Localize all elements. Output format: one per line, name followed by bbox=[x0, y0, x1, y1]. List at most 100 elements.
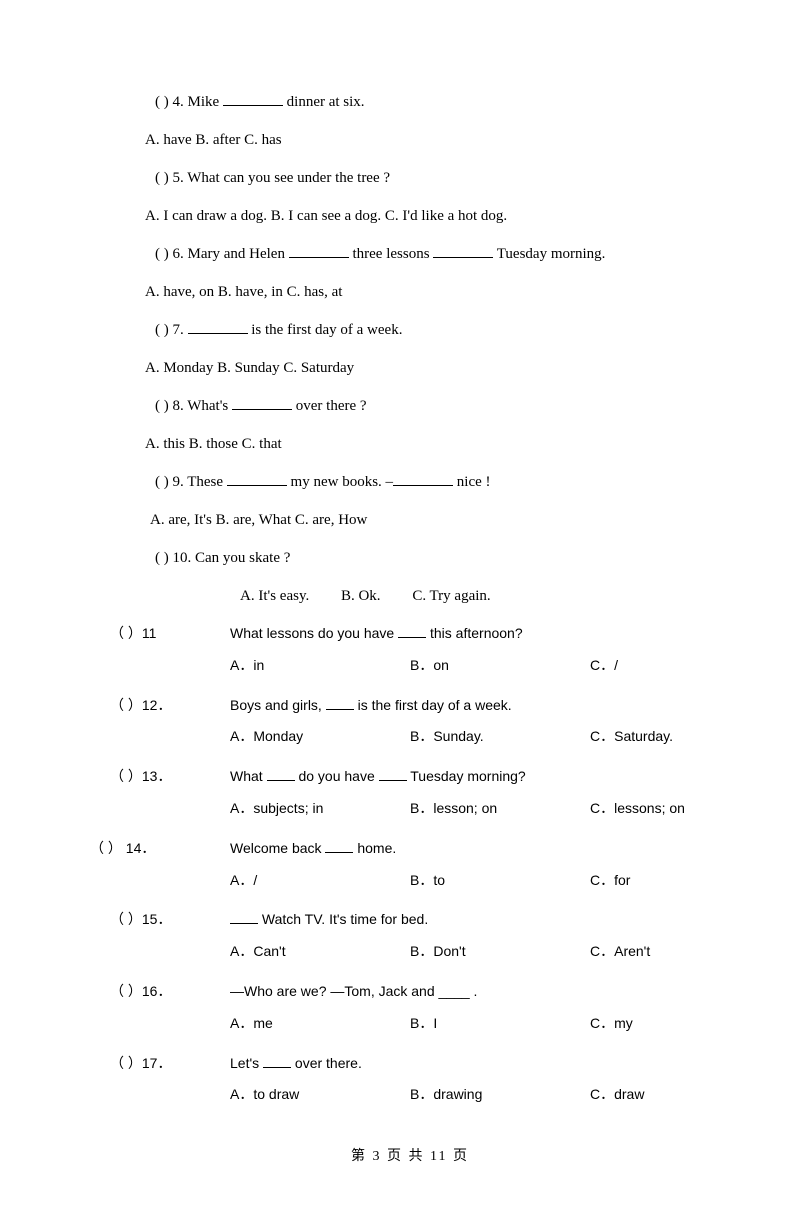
tq-stem: Let's over there. bbox=[230, 1052, 710, 1076]
tq-stem: Welcome back home. bbox=[230, 837, 710, 861]
table-questions: （ ）11 What lessons do you have this afte… bbox=[110, 622, 710, 1115]
opt-b: B．I bbox=[410, 1012, 590, 1036]
blank bbox=[433, 257, 493, 258]
tq-stem: Boys and girls, is the first day of a we… bbox=[230, 694, 710, 718]
q9-opts: A. are, It's B. are, What C. are, How bbox=[150, 512, 367, 528]
opt-a: A．me bbox=[230, 1012, 410, 1036]
q8-opts: A. this B. those C. that bbox=[145, 436, 282, 452]
tq-row: （ ） 14． Welcome back home. bbox=[110, 837, 710, 861]
q8-suffix: over there ? bbox=[292, 398, 367, 414]
blank bbox=[325, 852, 353, 853]
q5-opts: A. I can draw a dog. B. I can see a dog.… bbox=[145, 208, 507, 224]
tq-opts: A．Can't B．Don't C．Aren't bbox=[110, 940, 710, 972]
q9-options: A. are, It's B. are, What C. are, How bbox=[110, 508, 710, 532]
opt-c: C．for bbox=[590, 869, 710, 893]
tq-num: （ ） 14． bbox=[90, 837, 230, 861]
tq-num: （ ）13． bbox=[110, 765, 230, 789]
tq-num: （ ）15． bbox=[110, 908, 230, 932]
opt-b: B．Don't bbox=[410, 940, 590, 964]
tq-stem: Watch TV. It's time for bed. bbox=[230, 908, 710, 932]
blank bbox=[227, 485, 287, 486]
q7-options: A. Monday B. Sunday C. Saturday bbox=[110, 356, 710, 380]
q7-stem: ( ) 7. is the first day of a week. bbox=[110, 318, 710, 342]
tq-stem: —Who are we? —Tom, Jack and ____ . bbox=[230, 980, 710, 1004]
opt-a: A．Can't bbox=[230, 940, 410, 964]
tq-row: （ ）17． Let's over there. bbox=[110, 1052, 710, 1076]
blank bbox=[223, 105, 283, 106]
tq-row: （ ）15． Watch TV. It's time for bed. bbox=[110, 908, 710, 932]
tq-num: （ ）12． bbox=[110, 694, 230, 718]
opt-c: C．lessons; on bbox=[590, 797, 710, 821]
opt-c: C．my bbox=[590, 1012, 710, 1036]
tq-row: （ ）12． Boys and girls, is the first day … bbox=[110, 694, 710, 718]
blank bbox=[393, 485, 453, 486]
tq-opts: A．to draw B．drawing C．draw bbox=[110, 1083, 710, 1115]
q5-options: A. I can draw a dog. B. I can see a dog.… bbox=[110, 204, 710, 228]
q6-mid: three lessons bbox=[349, 246, 434, 262]
opt-a: A．/ bbox=[230, 869, 410, 893]
q8-stem: ( ) 8. What's over there ? bbox=[110, 394, 710, 418]
opt-a: A．Monday bbox=[230, 725, 410, 749]
opt-c: C．/ bbox=[590, 654, 710, 678]
blank bbox=[232, 409, 292, 410]
blank bbox=[326, 709, 354, 710]
opt-c: C．draw bbox=[590, 1083, 710, 1107]
opt-b: B．on bbox=[410, 654, 590, 678]
blank bbox=[267, 780, 295, 781]
q6-prefix: ( ) 6. Mary and Helen bbox=[155, 246, 289, 262]
q6-suffix: Tuesday morning. bbox=[493, 246, 605, 262]
opt-c: C．Aren't bbox=[590, 940, 710, 964]
q5-stem: ( ) 5. What can you see under the tree ? bbox=[110, 166, 710, 190]
q4-stem: ( ) 4. Mike dinner at six. bbox=[110, 90, 710, 114]
tq-stem: What lessons do you have this afternoon? bbox=[230, 622, 710, 646]
q8-prefix: ( ) 8. What's bbox=[155, 398, 232, 414]
tq-num: （ ）16． bbox=[110, 980, 230, 1004]
q7-suffix: is the first day of a week. bbox=[248, 322, 403, 338]
blank bbox=[379, 780, 407, 781]
q9-mid: my new books. – bbox=[287, 474, 393, 490]
tq-opts: A．/ B．to C．for bbox=[110, 869, 710, 901]
page-content: ( ) 4. Mike dinner at six. A. have B. af… bbox=[0, 0, 800, 1215]
q10-c: C. Try again. bbox=[412, 588, 490, 604]
tq-opts: A．subjects; in B．lesson; on C．lessons; o… bbox=[110, 797, 710, 829]
q9-stem: ( ) 9. These my new books. – nice ! bbox=[110, 470, 710, 494]
q7-prefix: ( ) 7. bbox=[155, 322, 188, 338]
page-footer: 第 3 页 共 11 页 bbox=[110, 1145, 710, 1165]
opt-b: B．lesson; on bbox=[410, 797, 590, 821]
blank bbox=[188, 333, 248, 334]
q8-options: A. this B. those C. that bbox=[110, 432, 710, 456]
q6-stem: ( ) 6. Mary and Helen three lessons Tues… bbox=[110, 242, 710, 266]
q6-options: A. have, on B. have, in C. has, at bbox=[110, 280, 710, 304]
q6-opts: A. have, on B. have, in C. has, at bbox=[145, 284, 342, 300]
opt-b: B．to bbox=[410, 869, 590, 893]
q10-a: A. It's easy. bbox=[240, 588, 309, 604]
q4-prefix: ( ) 4. Mike bbox=[155, 94, 223, 110]
q10-b: B. Ok. bbox=[341, 588, 381, 604]
blank bbox=[398, 637, 426, 638]
blank bbox=[230, 923, 258, 924]
tq-opts: A．Monday B．Sunday. C．Saturday. bbox=[110, 725, 710, 757]
q4-options: A. have B. after C. has bbox=[110, 128, 710, 152]
opt-c: C．Saturday. bbox=[590, 725, 710, 749]
tq-num: （ ）11 bbox=[110, 622, 230, 646]
opt-a: A．subjects; in bbox=[230, 797, 410, 821]
tq-opts: A．me B．I C．my bbox=[110, 1012, 710, 1044]
blank bbox=[289, 257, 349, 258]
tq-row: （ ）13． What do you have Tuesday morning? bbox=[110, 765, 710, 789]
q9-suffix: nice ! bbox=[453, 474, 490, 490]
tq-stem: What do you have Tuesday morning? bbox=[230, 765, 710, 789]
opt-a: A．to draw bbox=[230, 1083, 410, 1107]
tq-opts: A．in B．on C．/ bbox=[110, 654, 710, 686]
opt-b: B．Sunday. bbox=[410, 725, 590, 749]
q10-stem: ( ) 10. Can you skate ? bbox=[110, 546, 710, 570]
q4-opts: A. have B. after C. has bbox=[145, 132, 282, 148]
tq-row: （ ）16． —Who are we? —Tom, Jack and ____ … bbox=[110, 980, 710, 1004]
opt-b: B．drawing bbox=[410, 1083, 590, 1107]
q9-prefix: ( ) 9. These bbox=[155, 474, 227, 490]
blank bbox=[263, 1067, 291, 1068]
tq-num: （ ）17． bbox=[110, 1052, 230, 1076]
tq-row: （ ）11 What lessons do you have this afte… bbox=[110, 622, 710, 646]
opt-a: A．in bbox=[230, 654, 410, 678]
q7-opts: A. Monday B. Sunday C. Saturday bbox=[145, 360, 354, 376]
q4-suffix: dinner at six. bbox=[283, 94, 365, 110]
